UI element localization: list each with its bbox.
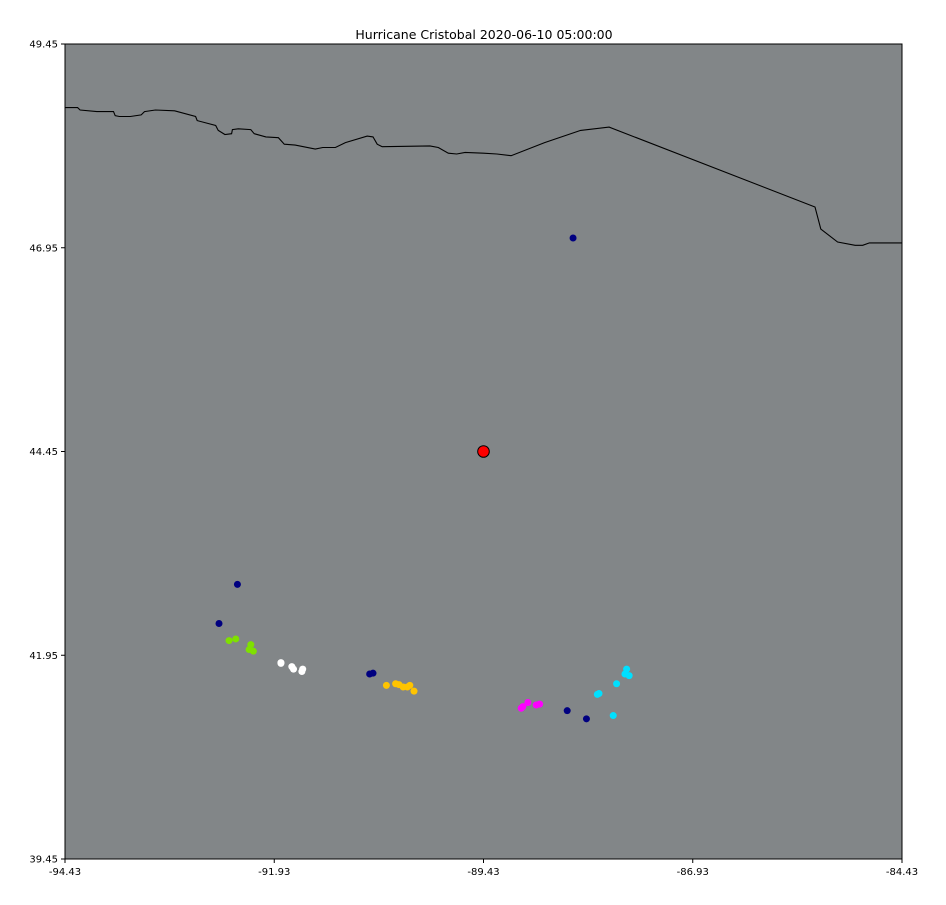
y-tick-label: 41.95 (29, 651, 58, 662)
y-tick-label: 46.95 (29, 243, 58, 254)
scatter-point (524, 699, 532, 707)
scatter-point (593, 690, 601, 698)
x-axis-ticks: -94.43 -91.93 -89.43 -86.93 -84.43 (49, 859, 918, 878)
x-tick-label: -86.93 (677, 867, 709, 878)
scatter-point (298, 668, 306, 676)
x-tick-label: -89.43 (467, 867, 499, 878)
scatter-point (410, 687, 418, 695)
scatter-point (569, 234, 577, 242)
scatter-point (366, 670, 374, 678)
scatter-point (225, 637, 233, 645)
scatter-point (277, 659, 285, 667)
x-tick-label: -94.43 (49, 867, 81, 878)
scatter-point (288, 663, 296, 671)
y-axis-ticks: 49.45 46.95 44.45 41.95 39.45 (29, 40, 65, 866)
data-points (215, 234, 633, 723)
scatter-point (249, 647, 257, 655)
chart-title: Hurricane Cristobal 2020-06-10 05:00:00 (355, 27, 613, 42)
scatter-point (233, 580, 241, 588)
scatter-point (406, 681, 414, 689)
scatter-point (621, 670, 629, 678)
scatter-point (582, 715, 590, 723)
y-tick-label: 44.45 (29, 447, 58, 458)
x-tick-label: -91.93 (258, 867, 290, 878)
y-tick-label: 49.45 (29, 40, 58, 51)
scatter-point (215, 619, 223, 627)
scatter-point (519, 703, 527, 711)
scatter-point (563, 707, 571, 715)
hurricane-center-marker (477, 445, 490, 458)
scatter-point (536, 700, 544, 708)
scatter-point (609, 712, 617, 720)
scatter-point (232, 635, 240, 643)
x-tick-label: -84.43 (886, 867, 918, 878)
scatter-point (613, 680, 621, 688)
coastline (65, 107, 902, 246)
scatter-point (382, 681, 390, 689)
y-tick-label: 39.45 (29, 855, 58, 866)
